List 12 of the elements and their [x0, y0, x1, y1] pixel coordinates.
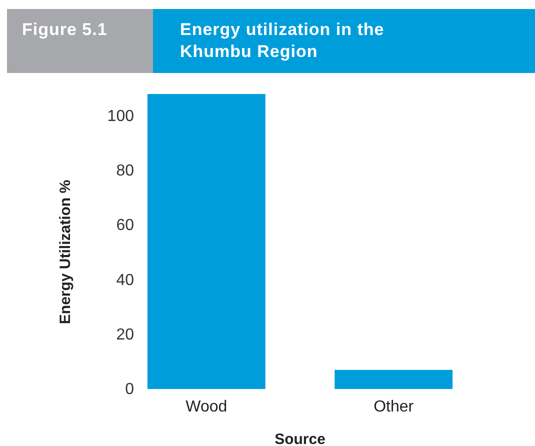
- x-tick-label: Wood: [186, 398, 228, 416]
- x-tick-label: Other: [374, 398, 414, 416]
- y-tick-label: 40: [116, 272, 134, 289]
- y-axis-title: Energy Utilization %: [57, 180, 74, 324]
- y-tick-label: 60: [116, 217, 134, 234]
- y-tick-label: 0: [125, 381, 134, 398]
- y-tick-label: 20: [116, 326, 134, 344]
- x-axis-title: Source: [274, 431, 326, 446]
- y-tick-label: 80: [116, 162, 134, 180]
- chart-title: Energy utilization in the Khumbu Region: [180, 20, 384, 61]
- y-tick-label: 100: [107, 108, 134, 125]
- chart-subtitle: Figure 5.1: [22, 20, 108, 39]
